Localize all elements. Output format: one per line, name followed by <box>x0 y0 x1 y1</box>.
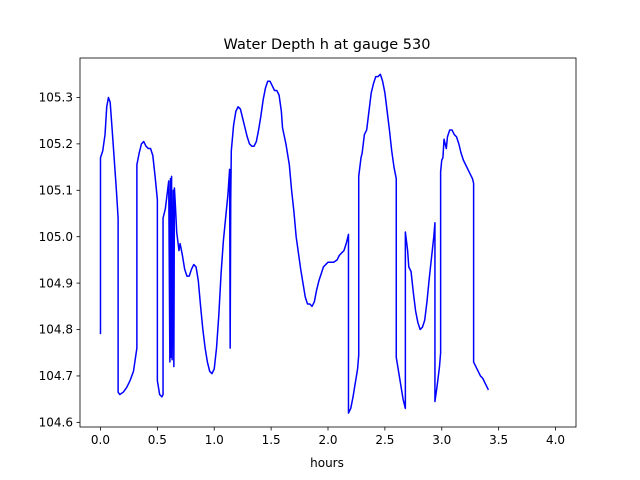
x-tick-label: 0.0 <box>91 433 110 447</box>
x-tick-label: 1.0 <box>205 433 224 447</box>
x-tick-label: 4.0 <box>546 433 565 447</box>
plot-area <box>79 57 577 428</box>
y-tick-label: 105.1 <box>39 183 73 197</box>
series-line-0 <box>99 73 490 414</box>
y-tick-label: 104.8 <box>39 323 73 337</box>
x-axis: 0.0 0.5 1.0 1.5 2.0 2.5 3.0 3.5 4.0 <box>91 427 565 447</box>
y-tick-label: 105.3 <box>39 91 73 105</box>
plot-frame <box>79 57 577 428</box>
x-axis-label: hours <box>310 456 344 470</box>
chart-title: Water Depth h at gauge 530 <box>224 37 431 53</box>
x-tick-label: 1.5 <box>262 433 281 447</box>
y-tick-label: 104.7 <box>39 369 73 383</box>
x-tick-label: 2.0 <box>318 433 337 447</box>
y-tick-label: 105.0 <box>39 230 73 244</box>
x-tick-label: 0.5 <box>148 433 167 447</box>
x-tick-label: 2.5 <box>375 433 394 447</box>
y-tick-label: 104.9 <box>39 276 73 290</box>
x-tick-label: 3.0 <box>432 433 451 447</box>
x-tick-label: 3.5 <box>489 433 508 447</box>
y-tick-label: 104.6 <box>39 416 73 430</box>
y-axis: 104.6 104.7 104.8 104.9 105.0 105.1 105.2 105.3 <box>39 91 80 430</box>
y-tick-label: 105.2 <box>39 137 73 151</box>
